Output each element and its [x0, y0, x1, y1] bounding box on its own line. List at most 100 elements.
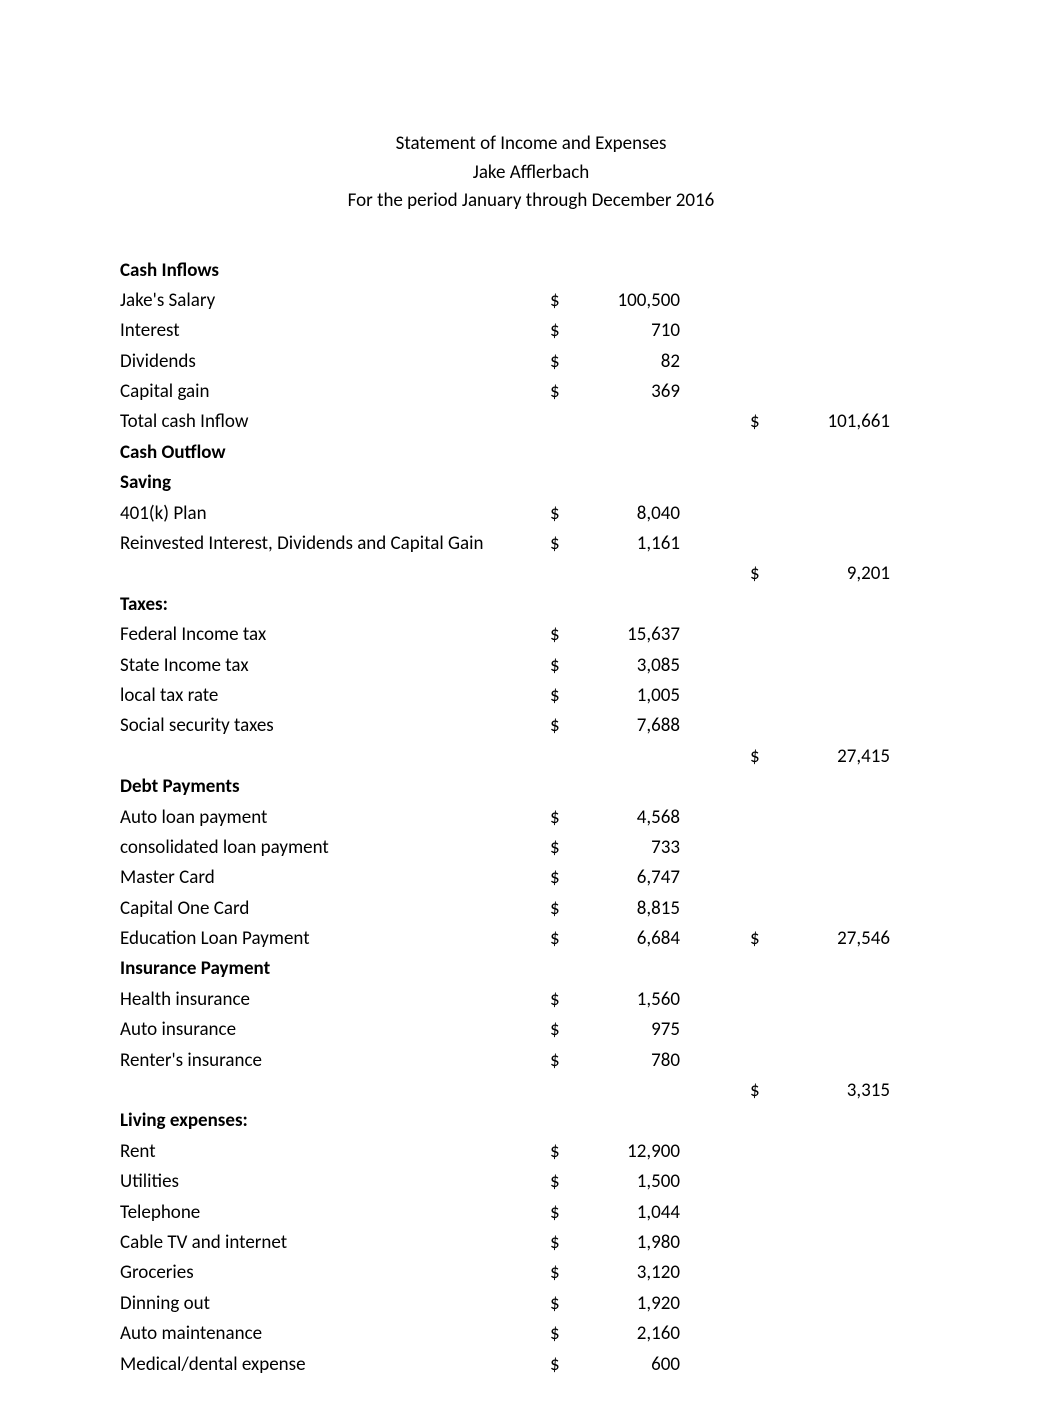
header-title: Statement of Income and Expenses — [120, 130, 942, 159]
table-row: Master Card $ 6,747 — [120, 863, 942, 893]
table-row: Reinvested Interest, Dividends and Capit… — [120, 529, 942, 559]
row-amount: 4,568 — [580, 803, 690, 833]
currency-symbol: $ — [750, 407, 780, 437]
table-row: consolidated loan payment $ 733 — [120, 833, 942, 863]
row-amount: 1,161 — [580, 529, 690, 559]
currency-symbol: $ — [550, 286, 580, 316]
table-row: Renter's insurance $ 780 — [120, 1046, 942, 1076]
row-label: Reinvested Interest, Dividends and Capit… — [120, 529, 550, 559]
table-row: Education Loan Payment $ 6,684 $ 27,546 — [120, 924, 942, 954]
table-row: Groceries $ 3,120 — [120, 1258, 942, 1288]
currency-symbol: $ — [550, 620, 580, 650]
cash-inflows-heading: Cash Inflows — [120, 256, 942, 286]
row-label: Jake's Salary — [120, 286, 550, 316]
table-row: Dividends $ 82 — [120, 347, 942, 377]
table-row: Cable TV and internet $ 1,980 — [120, 1228, 942, 1258]
currency-symbol: $ — [550, 1137, 580, 1167]
currency-symbol: $ — [550, 1319, 580, 1349]
header-period: For the period January through December … — [120, 187, 942, 216]
row-label: Utilities — [120, 1167, 550, 1197]
row-label: Groceries — [120, 1258, 550, 1288]
row-label: Health insurance — [120, 985, 550, 1015]
currency-symbol: $ — [550, 894, 580, 924]
table-row: Rent $ 12,900 — [120, 1137, 942, 1167]
row-label: Renter's insurance — [120, 1046, 550, 1076]
row-amount: 3,085 — [580, 651, 690, 681]
row-amount: 3,120 — [580, 1258, 690, 1288]
cash-outflow-heading: Cash Outflow — [120, 438, 942, 468]
row-label: Rent — [120, 1137, 550, 1167]
row-amount: 780 — [580, 1046, 690, 1076]
document-header: Statement of Income and Expenses Jake Af… — [120, 130, 942, 216]
currency-symbol: $ — [550, 1350, 580, 1380]
row-amount: 7,688 — [580, 711, 690, 741]
currency-symbol: $ — [550, 1289, 580, 1319]
row-amount: 1,500 — [580, 1167, 690, 1197]
currency-symbol: $ — [750, 559, 780, 589]
table-row: Telephone $ 1,044 — [120, 1198, 942, 1228]
row-amount: 6,747 — [580, 863, 690, 893]
subtotal-row: $ 27,415 — [120, 742, 942, 772]
table-row: Auto maintenance $ 2,160 — [120, 1319, 942, 1349]
currency-symbol: $ — [550, 711, 580, 741]
currency-symbol: $ — [750, 742, 780, 772]
row-amount: 15,637 — [580, 620, 690, 650]
currency-symbol: $ — [550, 529, 580, 559]
table-row: Utilities $ 1,500 — [120, 1167, 942, 1197]
row-label: Interest — [120, 316, 550, 346]
currency-symbol: $ — [550, 1198, 580, 1228]
currency-symbol: $ — [550, 681, 580, 711]
debt-payments-heading: Debt Payments — [120, 772, 942, 802]
row-label: Dividends — [120, 347, 550, 377]
row-label: Total cash Inflow — [120, 407, 550, 437]
header-name: Jake Afflerbach — [120, 159, 942, 188]
currency-symbol: $ — [750, 924, 780, 954]
subtotal-row: $ 9,201 — [120, 559, 942, 589]
row-label: Social security taxes — [120, 711, 550, 741]
row-label: Dinning out — [120, 1289, 550, 1319]
currency-symbol: $ — [550, 651, 580, 681]
row-label: Master Card — [120, 863, 550, 893]
row-amount: 1,560 — [580, 985, 690, 1015]
currency-symbol: $ — [550, 347, 580, 377]
subtotal-amount: 27,546 — [780, 924, 890, 954]
row-amount: 82 — [580, 347, 690, 377]
table-row: Capital gain $ 369 — [120, 377, 942, 407]
subtotal-row: $ 3,315 — [120, 1076, 942, 1106]
table-row: Capital One Card $ 8,815 — [120, 894, 942, 924]
currency-symbol: $ — [550, 1015, 580, 1045]
table-row: Social security taxes $ 7,688 — [120, 711, 942, 741]
subtotal-amount: 9,201 — [780, 559, 890, 589]
row-label: consolidated loan payment — [120, 833, 550, 863]
table-row: Medical/dental expense $ 600 — [120, 1350, 942, 1380]
subtotal-amount: 27,415 — [780, 742, 890, 772]
currency-symbol: $ — [750, 1076, 780, 1106]
table-row: Auto loan payment $ 4,568 — [120, 803, 942, 833]
row-amount: 1,920 — [580, 1289, 690, 1319]
row-amount: 1,044 — [580, 1198, 690, 1228]
total-amount: 101,661 — [780, 407, 890, 437]
row-label: Federal Income tax — [120, 620, 550, 650]
currency-symbol: $ — [550, 316, 580, 346]
currency-symbol: $ — [550, 1258, 580, 1288]
row-amount: 6,684 — [580, 924, 690, 954]
insurance-heading: Insurance Payment — [120, 954, 942, 984]
row-label: State Income tax — [120, 651, 550, 681]
table-row: Interest $ 710 — [120, 316, 942, 346]
total-row: Total cash Inflow $ 101,661 — [120, 407, 942, 437]
table-row: Jake's Salary $ 100,500 — [120, 286, 942, 316]
row-amount: 12,900 — [580, 1137, 690, 1167]
table-row: State Income tax $ 3,085 — [120, 651, 942, 681]
currency-symbol: $ — [550, 803, 580, 833]
row-amount: 8,040 — [580, 499, 690, 529]
row-amount: 2,160 — [580, 1319, 690, 1349]
row-label: Capital gain — [120, 377, 550, 407]
subtotal-amount: 3,315 — [780, 1076, 890, 1106]
income-statement-page: Statement of Income and Expenses Jake Af… — [0, 0, 1062, 1420]
table-row: Health insurance $ 1,560 — [120, 985, 942, 1015]
table-row: Auto insurance $ 975 — [120, 1015, 942, 1045]
table-row: Federal Income tax $ 15,637 — [120, 620, 942, 650]
currency-symbol: $ — [550, 1046, 580, 1076]
row-amount: 1,980 — [580, 1228, 690, 1258]
row-label: Cable TV and internet — [120, 1228, 550, 1258]
